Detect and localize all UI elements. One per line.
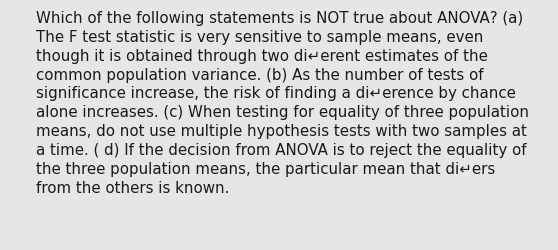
- Text: Which of the following statements is NOT true about ANOVA? (a)
The F test statis: Which of the following statements is NOT…: [36, 11, 528, 195]
